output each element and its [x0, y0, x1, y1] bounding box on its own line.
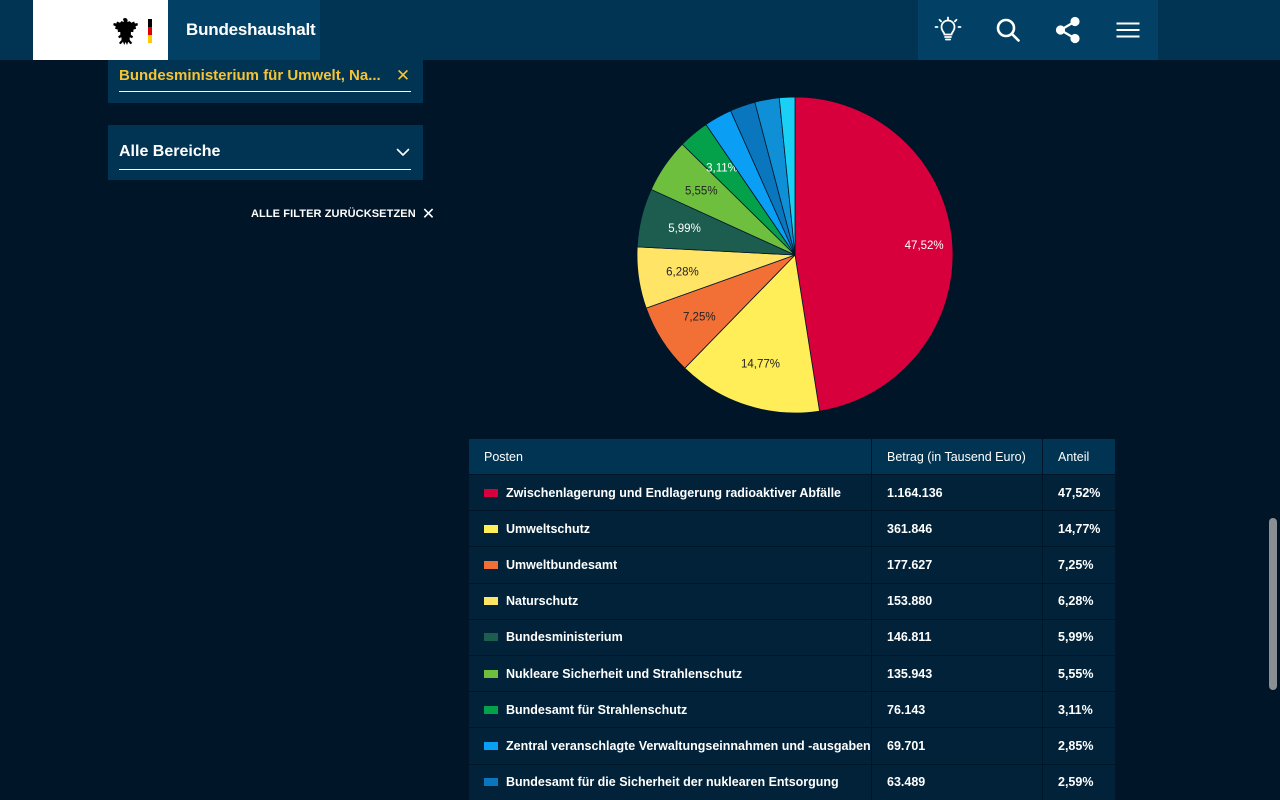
- search-icon: [996, 18, 1020, 42]
- betrag-cell: 76.143: [872, 692, 1043, 728]
- area-filter-select[interactable]: Alle Bereiche: [119, 134, 411, 170]
- menu-icon: [1116, 22, 1140, 38]
- table-row[interactable]: Zwischenlagerung und Endlagerung radioak…: [469, 475, 1115, 512]
- posten-label: Umweltschutz: [506, 521, 591, 536]
- anteil-cell: 47,52%: [1058, 485, 1101, 500]
- table-row[interactable]: Bundesministerium 146.811 5,99%: [469, 619, 1115, 656]
- color-swatch: [484, 741, 498, 750]
- search-button[interactable]: [978, 0, 1038, 60]
- posten-cell: Bundesamt für Strahlenschutz: [469, 692, 872, 728]
- title-tab: [168, 0, 320, 60]
- posten-cell: Zwischenlagerung und Endlagerung radioak…: [469, 475, 872, 511]
- betrag-cell: 361.846: [872, 511, 1043, 547]
- share-icon: [1055, 16, 1080, 44]
- menu-button[interactable]: [1098, 0, 1158, 60]
- posten-label: Bundesamt für die Sicherheit der nuklear…: [506, 775, 839, 790]
- posten-cell: Bundesministerium: [469, 619, 872, 655]
- posten-label: Umweltbundesamt: [506, 557, 618, 572]
- ministry-filter-field[interactable]: Bundesministerium für Umwelt, Na... ✕: [119, 60, 411, 92]
- header-anteil[interactable]: Anteil: [1058, 449, 1090, 464]
- pie-slice[interactable]: [794, 96, 954, 412]
- pie-slice[interactable]: [778, 96, 796, 256]
- anteil-cell: 2,85%: [1058, 738, 1094, 753]
- color-swatch: [484, 669, 498, 678]
- color-swatch: [484, 705, 498, 714]
- pie-slice-label: 5,99%: [668, 223, 701, 235]
- table-row[interactable]: Zentral veranschlagte Verwaltungseinnahm…: [469, 728, 1115, 765]
- header-tools: [918, 0, 1158, 60]
- posten-label: Bundesamt für Strahlenschutz: [506, 702, 688, 717]
- lightbulb-icon: [934, 16, 962, 41]
- betrag-cell: 1.164.136: [872, 475, 1043, 511]
- eagle-icon: [113, 18, 138, 45]
- anteil-cell: 2,59%: [1058, 775, 1094, 790]
- pie-slice[interactable]: [684, 254, 820, 414]
- pie-slice-label: 47,52%: [905, 240, 944, 252]
- betrag-cell: 146.811: [872, 619, 1043, 655]
- reset-filters-button[interactable]: ALLE FILTER ZURÜCKSETZEN ✕: [251, 205, 435, 223]
- posten-label: Zentral veranschlagte Verwaltungseinnahm…: [506, 738, 871, 753]
- area-filter[interactable]: Alle Bereiche: [108, 125, 423, 180]
- pie-slice-label: 5,55%: [685, 186, 718, 198]
- header-posten[interactable]: Posten: [469, 439, 872, 474]
- color-swatch: [484, 633, 498, 642]
- pie-chart-svg: 47,52% 14,77% 7,25% 6,28% 5,99% 5,55% 3,11%: [636, 96, 954, 414]
- posten-cell: Bundesamt für die Sicherheit der nuklear…: [469, 764, 872, 800]
- pie-slice-label: 7,25%: [683, 311, 716, 323]
- table-row[interactable]: Bundesamt für die Sicherheit der nuklear…: [469, 764, 1115, 800]
- table-row[interactable]: Nukleare Sicherheit und Strahlenschutz 13…: [469, 655, 1115, 693]
- color-swatch: [484, 488, 498, 497]
- color-swatch: [484, 597, 498, 606]
- close-icon: ✕: [421, 206, 436, 223]
- pie-slice-label: 3,11%: [706, 163, 738, 175]
- table-body: Zwischenlagerung und Endlagerung radioak…: [469, 475, 1115, 800]
- reset-filters-label: ALLE FILTER ZURÜCKSETZEN: [251, 208, 416, 220]
- posten-label: Zwischenlagerung und Endlagerung radioak…: [506, 485, 842, 500]
- anteil-cell: 3,11%: [1058, 702, 1093, 717]
- posten-cell: Umweltbundesamt: [469, 547, 872, 583]
- posten-cell: Zentral veranschlagte Verwaltungseinnahm…: [469, 728, 872, 764]
- pie-chart: 47,52% 14,77% 7,25% 6,28% 5,99% 5,55% 3,11%: [630, 90, 960, 420]
- scrollbar-thumb[interactable]: [1269, 518, 1277, 690]
- posten-label: Nukleare Sicherheit und Strahlenschutz: [506, 666, 743, 681]
- anteil-cell: 5,55%: [1058, 666, 1094, 681]
- posten-cell: Nukleare Sicherheit und Strahlenschutz: [469, 655, 872, 692]
- ministry-filter-value: Bundesministerium für Umwelt, Na...: [119, 67, 381, 84]
- pie-slice-label: 6,28%: [666, 267, 699, 279]
- area-filter-value: Alle Bereiche: [119, 142, 221, 160]
- flag-icon: [148, 19, 152, 43]
- betrag-cell: 177.627: [872, 547, 1043, 583]
- posten-cell: Naturschutz: [469, 583, 872, 619]
- chevron-down-icon: [396, 148, 410, 156]
- betrag-cell: 153.880: [872, 583, 1043, 619]
- pie-slice-label: 14,77%: [741, 358, 780, 370]
- betrag-cell: 63.489: [872, 764, 1043, 800]
- anteil-cell: 6,28%: [1058, 594, 1094, 609]
- contrast-button[interactable]: [918, 0, 978, 60]
- header-betrag[interactable]: Betrag (in Tausend Euro): [872, 439, 1043, 474]
- posten-label: Bundesministerium: [506, 630, 623, 645]
- table-row[interactable]: Naturschutz 153.880 6,28%: [469, 583, 1115, 620]
- betrag-cell: 69.701: [872, 728, 1043, 764]
- budget-table: Posten Betrag (in Tausend Euro) Anteil Z…: [469, 439, 1115, 800]
- top-bar: Bundeshaushalt: [0, 0, 1280, 60]
- anteil-cell: 14,77%: [1058, 521, 1101, 536]
- logo[interactable]: [33, 0, 168, 60]
- posten-cell: Umweltschutz: [469, 511, 872, 547]
- site-title[interactable]: Bundeshaushalt: [186, 20, 316, 39]
- color-swatch: [484, 524, 498, 533]
- clear-filter-icon[interactable]: ✕: [395, 65, 411, 85]
- share-button[interactable]: [1038, 0, 1098, 60]
- anteil-cell: 5,99%: [1058, 630, 1094, 645]
- betrag-cell: 135.943: [872, 655, 1043, 692]
- posten-label: Naturschutz: [506, 594, 579, 609]
- table-row[interactable]: Bundesamt für Strahlenschutz 76.143 3,11%: [469, 692, 1115, 729]
- ministry-filter[interactable]: Bundesministerium für Umwelt, Na... ✕: [108, 60, 423, 103]
- table-row[interactable]: Umweltbundesamt 177.627 7,25%: [469, 547, 1115, 584]
- anteil-cell: 7,25%: [1058, 557, 1094, 572]
- table-row[interactable]: Umweltschutz 361.846 14,77%: [469, 511, 1115, 548]
- table-header-row: Posten Betrag (in Tausend Euro) Anteil: [469, 439, 1115, 475]
- color-swatch: [484, 778, 498, 787]
- color-swatch: [484, 560, 498, 569]
